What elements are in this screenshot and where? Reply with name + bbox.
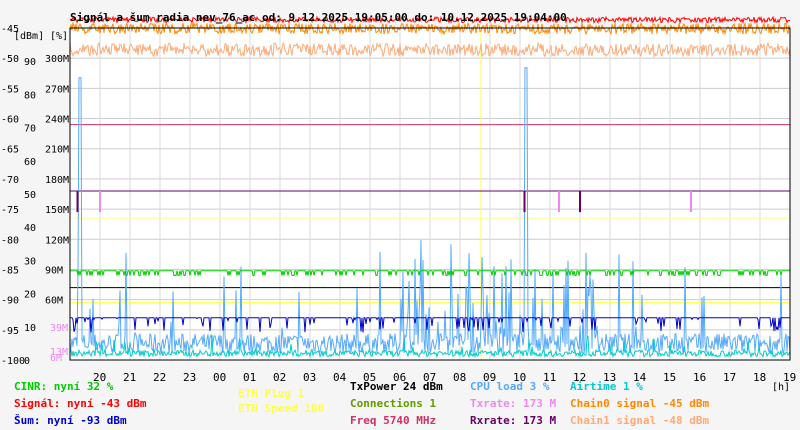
unit-hour: [h]: [772, 382, 790, 393]
tick-rate: 210M: [45, 145, 69, 156]
tick-pct: 0: [24, 356, 30, 367]
tick-hour: 18: [753, 371, 766, 384]
series-chain0: [69, 21, 791, 36]
tick-dbm: -90: [1, 296, 19, 307]
tick-rate: 300M: [45, 54, 69, 65]
tick-dbm: -80: [1, 235, 19, 246]
legend-chain0: Chain0 signal -45 dBm: [570, 397, 710, 410]
legend-chain1: Chain1 signal -48 dBm: [570, 414, 710, 427]
legend-eth-speed: ETH Speed 100: [238, 402, 325, 415]
series-airtime: [69, 335, 791, 359]
series-noise: [70, 316, 790, 333]
tick-hour: 15: [663, 371, 676, 384]
tick-hour: 05: [363, 371, 376, 384]
tick-pct: 90: [24, 57, 36, 68]
tick-dbm: -95: [1, 326, 19, 337]
tick-hour: 00: [213, 371, 226, 384]
axes: -45 -50 -55 -60 -65 -70 -75 -80 -85 -90 -95 -100 90 8…: [1, 24, 796, 393]
grid: [70, 28, 791, 361]
unit-pct: [%]: [50, 31, 68, 42]
tick-rate: 180M: [45, 175, 69, 186]
tick-hour: 11: [543, 371, 556, 384]
tick-hour: 20: [93, 371, 106, 384]
tick-pct: 50: [24, 190, 36, 201]
tick-dbm: -85: [1, 265, 19, 276]
tick-pct: 80: [24, 90, 36, 101]
series-layer: [69, 15, 791, 360]
tick-hour: 22: [153, 371, 166, 384]
legend-signal: Signál: nyní -43 dBm: [14, 397, 147, 410]
tick-dbm: -45: [1, 24, 19, 35]
tick-hour: 10: [513, 371, 526, 384]
tick-dbm: -75: [1, 205, 19, 216]
tick-hour: 16: [693, 371, 706, 384]
legend-airtime: Airtime 1 %: [570, 380, 643, 393]
tick-rate: 270M: [45, 84, 69, 95]
tick-rate-small: 6M: [50, 353, 62, 364]
tick-hour: 01: [243, 371, 256, 384]
legend-rxrate: Rxrate: 173 M: [470, 414, 557, 427]
tick-pct: 70: [24, 124, 36, 135]
legend-connections: Connections 1: [350, 397, 437, 410]
legend-cpu-load: CPU load 3 %: [470, 380, 550, 393]
tick-pct: 20: [24, 290, 36, 301]
tick-rate: 60M: [45, 296, 63, 307]
tick-rate: 120M: [45, 235, 69, 246]
tick-dbm: -100: [1, 356, 25, 367]
legend-freq: Freq 5740 MHz: [350, 414, 437, 427]
legend-cinr: CINR: nyní 32 %: [14, 380, 114, 393]
tick-rate: 240M: [45, 115, 69, 126]
tick-hour: 13: [603, 371, 616, 384]
chart-title: Signál a šum radia nev_76_ac od: 9.12.20…: [70, 11, 567, 24]
tick-pct: 40: [24, 223, 36, 234]
legend-txrate: Txrate: 173 M: [470, 397, 557, 410]
tick-hour: 21: [123, 371, 136, 384]
tick-rate-small: 13M: [50, 347, 68, 358]
tick-dbm: -60: [1, 115, 19, 126]
tick-pct: 10: [24, 323, 36, 334]
tick-hour: 09: [483, 371, 496, 384]
legend-noise: Šum: nyní -93 dBm: [14, 414, 127, 427]
tick-pct: 30: [24, 256, 36, 267]
tick-hour: 12: [573, 371, 586, 384]
legend-eth-plug: ETH Plug 1: [238, 387, 305, 400]
tick-dbm: -50: [1, 54, 19, 65]
tick-rate: 150M: [45, 205, 69, 216]
tick-hour: 23: [183, 371, 196, 384]
tick-hour: 17: [723, 371, 736, 384]
tick-dbm: -70: [1, 175, 19, 186]
tick-hour: 04: [333, 371, 347, 384]
tick-hour: 02: [273, 371, 286, 384]
tick-hour: 03: [303, 371, 316, 384]
legend-txpower: TxPower 24 dBm: [350, 380, 443, 393]
tick-hour: 07: [423, 371, 436, 384]
tick-hour: 06: [393, 371, 406, 384]
tick-pct: 60: [24, 157, 36, 168]
series-chain1: [69, 41, 791, 58]
tick-hour: 19: [783, 371, 796, 384]
tick-dbm: -55: [1, 84, 19, 95]
tick-rate-small: 39M: [50, 323, 68, 334]
tick-rate: 90M: [45, 265, 63, 276]
tick-dbm: -65: [1, 145, 19, 156]
series-signal: [69, 15, 791, 25]
unit-dbm: [dBm]: [14, 31, 44, 42]
plot-frame: [69, 27, 791, 361]
tick-hour: 14: [633, 371, 647, 384]
tick-hour: 08: [453, 371, 466, 384]
series-cinr: [70, 270, 790, 276]
